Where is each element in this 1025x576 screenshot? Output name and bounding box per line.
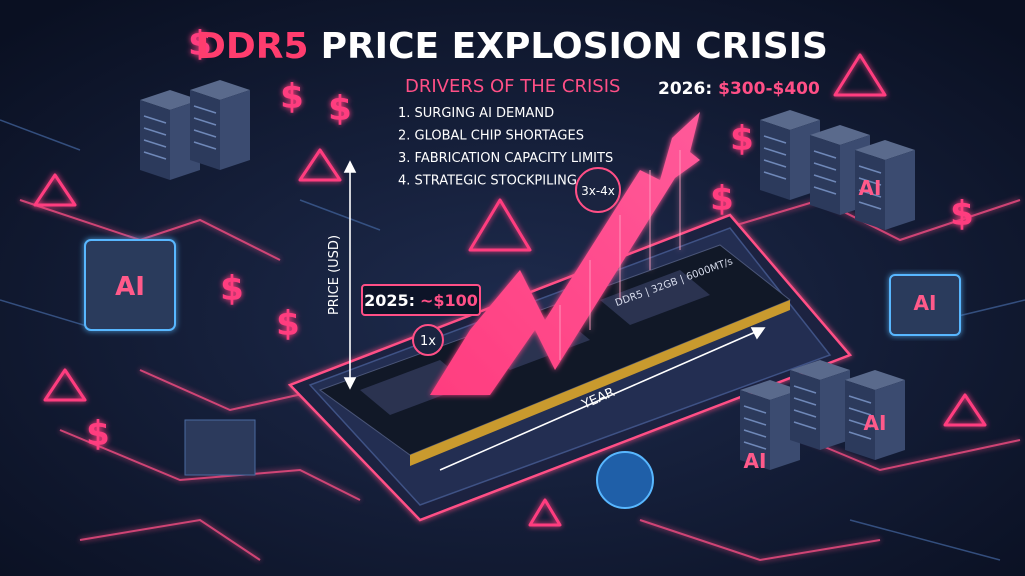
axis-lines <box>343 160 766 471</box>
drivers-heading: DRIVERS OF THE CRISIS <box>405 76 620 97</box>
dollar-icon: $ <box>950 194 974 234</box>
current-year: 2025: <box>364 291 415 310</box>
growth-multiple: 3x-4x <box>581 184 615 198</box>
current-price: ~$100 <box>420 291 478 310</box>
dollar-icon: $ <box>86 414 110 454</box>
dollar-icon: $ <box>328 89 352 129</box>
current-box <box>361 284 481 316</box>
driver-item: 3. FABRICATION CAPACITY LIMITS <box>398 151 613 166</box>
future-callout: 2026: $300-$400 <box>658 79 820 99</box>
ai-label: AI <box>859 176 882 200</box>
title: DDR5 PRICE EXPLOSION CRISIS <box>196 26 828 67</box>
ai-label: AI <box>864 411 887 435</box>
dollar-icon: $ <box>276 304 300 344</box>
dollar-icons: $ $ $ $ $ $ $ $ $ <box>86 24 974 454</box>
dollar-icon: $ <box>220 269 244 309</box>
ai-labels: AI AI AI AI AI <box>115 176 936 473</box>
driver-item: 2. GLOBAL CHIP SHORTAGES <box>398 129 584 144</box>
driver-item: 1. SURGING AI DEMAND <box>398 106 554 121</box>
title-highlight: DDR5 <box>196 26 309 67</box>
drivers-list: 1. SURGING AI DEMAND 2. GLOBAL CHIP SHORT… <box>398 106 613 189</box>
warning-icons <box>33 53 987 527</box>
y-axis-label: PRICE (USD) <box>327 235 342 315</box>
dollar-icon: $ <box>280 77 304 117</box>
price-arrow <box>430 112 700 395</box>
ai-label: AI <box>914 291 937 315</box>
ai-label: AI <box>115 272 145 302</box>
base-badge <box>412 324 444 356</box>
current-callout: 2025: ~$100 <box>364 291 478 310</box>
base-multiple: 1x <box>420 334 436 349</box>
server-cluster <box>84 79 961 509</box>
growth-badge <box>575 167 621 213</box>
driver-item: 4. STRATEGIC STOCKPILING <box>398 174 577 189</box>
future-price: $300-$400 <box>718 79 820 99</box>
future-year: 2026: <box>658 79 712 99</box>
dollar-icon: $ <box>730 119 754 159</box>
ai-label: AI <box>744 449 767 473</box>
title-rest: PRICE EXPLOSION CRISIS <box>321 26 828 67</box>
dollar-icon: $ <box>188 24 212 64</box>
dollar-icon: $ <box>710 179 734 219</box>
